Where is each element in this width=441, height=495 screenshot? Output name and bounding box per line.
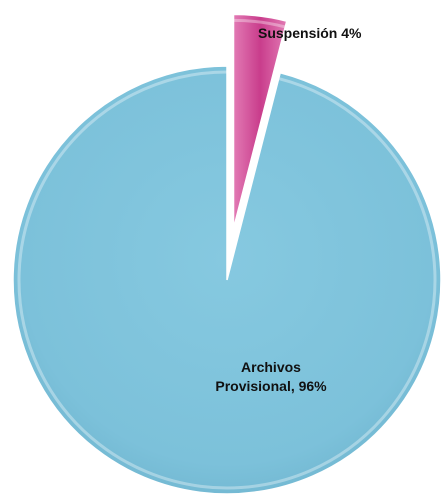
pie-slice-archivos-provisional [12,65,441,495]
pie-slice-suspension-bevel [233,18,286,29]
data-label-suspension: Suspensión 4% [258,25,362,41]
pie-slice-suspension [232,13,288,229]
pie-labels: Suspensión 4% Archivos Provisional, 96% [215,25,362,394]
data-label-archivos-line1: Archivos [241,359,301,375]
pie-slices [12,13,441,495]
data-label-archivos-line2: Provisional, 96% [215,378,327,394]
pie-slice-archivos-provisional-bevel [17,70,437,490]
